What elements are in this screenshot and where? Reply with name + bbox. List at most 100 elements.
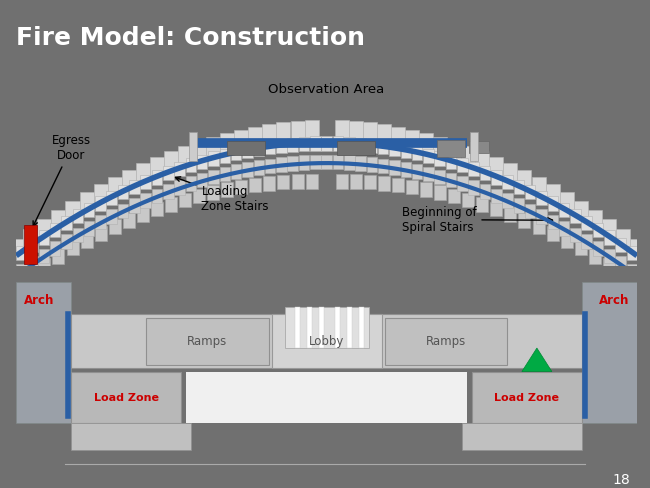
- Bar: [525, 203, 536, 218]
- Bar: [165, 197, 177, 212]
- Bar: [405, 130, 419, 151]
- Bar: [423, 167, 434, 182]
- Bar: [532, 177, 545, 195]
- Bar: [457, 158, 467, 172]
- Bar: [616, 229, 630, 245]
- Bar: [547, 215, 558, 229]
- Bar: [107, 209, 117, 224]
- Bar: [504, 207, 517, 222]
- Bar: [107, 191, 117, 205]
- Bar: [72, 424, 192, 450]
- Bar: [434, 170, 445, 184]
- Bar: [174, 180, 185, 195]
- Bar: [536, 209, 547, 224]
- Bar: [208, 151, 219, 166]
- Bar: [81, 233, 92, 248]
- Bar: [582, 282, 637, 424]
- Text: Lobby: Lobby: [309, 335, 344, 348]
- Bar: [108, 177, 122, 195]
- Bar: [306, 174, 318, 188]
- Bar: [95, 226, 107, 241]
- Bar: [419, 133, 433, 154]
- Bar: [53, 249, 64, 264]
- Bar: [187, 371, 467, 424]
- Bar: [582, 234, 592, 249]
- Bar: [377, 124, 391, 146]
- Bar: [206, 137, 220, 158]
- Bar: [593, 223, 603, 237]
- Bar: [276, 122, 291, 145]
- Bar: [73, 227, 83, 242]
- Bar: [385, 318, 507, 366]
- Bar: [16, 282, 72, 424]
- Bar: [151, 170, 162, 184]
- Bar: [174, 162, 185, 176]
- Bar: [197, 173, 207, 187]
- Text: Fire Model: Construction: Fire Model: Construction: [16, 26, 365, 50]
- Bar: [291, 121, 305, 143]
- Bar: [66, 201, 79, 218]
- Bar: [532, 220, 545, 234]
- Bar: [502, 193, 513, 208]
- Text: Arch: Arch: [24, 294, 55, 307]
- Bar: [123, 213, 135, 227]
- Bar: [276, 139, 287, 153]
- Bar: [263, 124, 276, 146]
- Bar: [242, 143, 253, 158]
- Bar: [434, 151, 445, 166]
- Bar: [491, 170, 502, 184]
- Bar: [318, 307, 324, 348]
- Bar: [38, 230, 49, 244]
- Bar: [631, 276, 643, 291]
- Bar: [186, 158, 196, 172]
- Bar: [364, 175, 376, 189]
- Bar: [604, 249, 615, 263]
- Bar: [129, 198, 140, 213]
- Bar: [489, 157, 503, 176]
- Bar: [192, 141, 206, 162]
- Bar: [250, 178, 261, 192]
- Bar: [299, 137, 309, 151]
- Bar: [51, 210, 66, 227]
- Bar: [457, 177, 467, 191]
- Bar: [310, 137, 320, 151]
- Bar: [163, 184, 174, 199]
- Bar: [525, 185, 536, 200]
- Bar: [392, 178, 404, 192]
- Bar: [140, 193, 151, 208]
- Bar: [437, 141, 465, 157]
- Bar: [378, 140, 389, 155]
- Text: 18: 18: [613, 473, 630, 487]
- Bar: [221, 183, 233, 197]
- Bar: [151, 202, 163, 217]
- Bar: [10, 276, 22, 291]
- Bar: [27, 256, 38, 271]
- Bar: [447, 141, 461, 162]
- Text: Load Zone: Load Zone: [495, 393, 560, 403]
- Bar: [305, 120, 318, 143]
- Bar: [344, 137, 354, 151]
- Bar: [50, 242, 60, 256]
- Bar: [272, 313, 382, 368]
- Bar: [475, 151, 489, 171]
- Bar: [448, 189, 460, 203]
- Bar: [335, 307, 340, 348]
- Bar: [627, 246, 637, 260]
- Bar: [593, 242, 603, 256]
- Bar: [24, 225, 37, 264]
- Bar: [254, 142, 264, 156]
- Bar: [129, 180, 140, 194]
- Bar: [470, 132, 478, 161]
- Bar: [630, 239, 644, 256]
- Bar: [617, 267, 629, 281]
- Bar: [164, 151, 178, 171]
- Bar: [582, 216, 592, 230]
- Bar: [37, 219, 51, 236]
- Text: Ramps: Ramps: [187, 335, 228, 348]
- Bar: [423, 148, 434, 163]
- Bar: [480, 166, 490, 180]
- Bar: [220, 167, 230, 182]
- Bar: [136, 163, 150, 182]
- Bar: [38, 249, 49, 263]
- Bar: [616, 256, 626, 271]
